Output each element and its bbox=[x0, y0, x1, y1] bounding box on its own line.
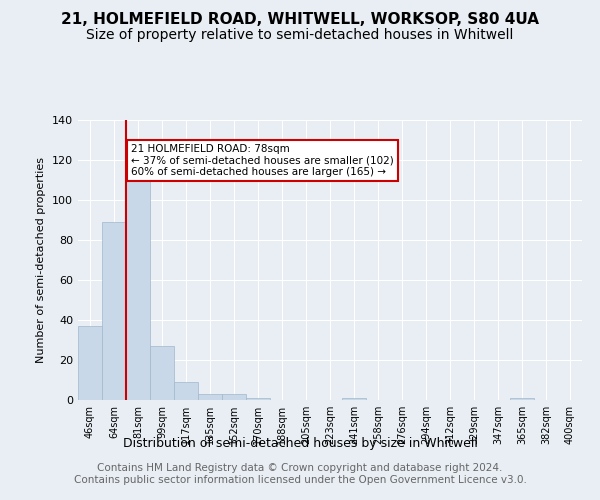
Bar bbox=[198, 394, 222, 400]
Bar bbox=[126, 176, 150, 400]
Text: 21, HOLMEFIELD ROAD, WHITWELL, WORKSOP, S80 4UA: 21, HOLMEFIELD ROAD, WHITWELL, WORKSOP, … bbox=[61, 12, 539, 28]
Y-axis label: Number of semi-detached properties: Number of semi-detached properties bbox=[37, 157, 46, 363]
Bar bbox=[342, 398, 366, 400]
Bar bbox=[174, 382, 198, 400]
Text: 21 HOLMEFIELD ROAD: 78sqm
← 37% of semi-detached houses are smaller (102)
60% of: 21 HOLMEFIELD ROAD: 78sqm ← 37% of semi-… bbox=[131, 144, 394, 177]
Text: Contains HM Land Registry data © Crown copyright and database right 2024.
Contai: Contains HM Land Registry data © Crown c… bbox=[74, 464, 526, 485]
Bar bbox=[150, 346, 174, 400]
Bar bbox=[78, 326, 102, 400]
Bar bbox=[102, 222, 126, 400]
Bar bbox=[510, 398, 534, 400]
Bar bbox=[222, 394, 246, 400]
Text: Size of property relative to semi-detached houses in Whitwell: Size of property relative to semi-detach… bbox=[86, 28, 514, 42]
Text: Distribution of semi-detached houses by size in Whitwell: Distribution of semi-detached houses by … bbox=[122, 438, 478, 450]
Bar bbox=[246, 398, 270, 400]
